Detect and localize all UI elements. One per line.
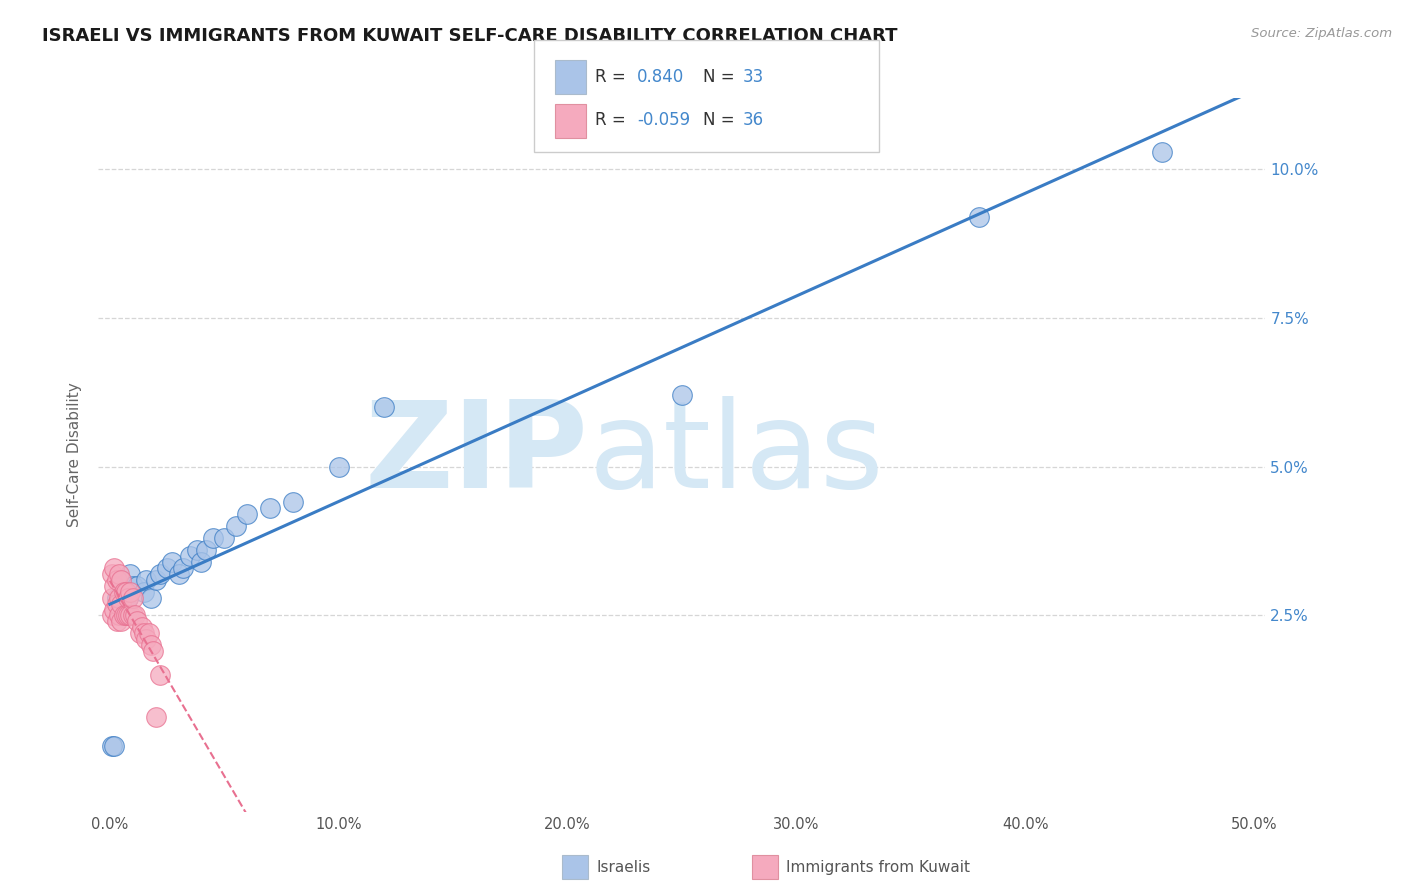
Text: N =: N = (703, 68, 740, 86)
Point (160, 555, 183, 569)
Point (105, 591, 128, 605)
Text: R =: R = (595, 112, 631, 129)
Point (145, 709, 167, 723)
Point (117, 591, 139, 605)
Point (214, 531, 236, 545)
Point (117, 608, 139, 623)
Point (969, 210, 991, 224)
Text: ISRAELI VS IMMIGRANTS FROM KUWAIT SELF-CARE DISABILITY CORRELATION CHART: ISRAELI VS IMMIGRANTS FROM KUWAIT SELF-C… (42, 27, 897, 45)
Point (139, 591, 162, 605)
Point (225, 519, 247, 533)
Text: R =: R = (595, 68, 631, 86)
Point (101, 591, 124, 605)
Point (131, 620, 153, 634)
Point (101, 566, 124, 581)
Point (167, 566, 190, 581)
Point (149, 566, 172, 581)
Point (142, 644, 165, 658)
Point (115, 584, 138, 599)
Point (179, 549, 201, 563)
Point (105, 615, 128, 629)
Text: ZIP: ZIP (364, 396, 589, 514)
Text: 33: 33 (742, 68, 763, 86)
Point (145, 573, 167, 587)
Point (110, 597, 132, 611)
Point (108, 591, 131, 605)
Point (127, 579, 149, 593)
Point (105, 597, 128, 611)
Point (124, 608, 146, 623)
Point (1152, 145, 1174, 159)
Point (103, 739, 125, 754)
Text: Source: ZipAtlas.com: Source: ZipAtlas.com (1251, 27, 1392, 40)
Point (281, 495, 304, 509)
Point (121, 608, 143, 623)
Point (194, 543, 217, 558)
Point (138, 626, 160, 640)
Point (121, 591, 143, 605)
Point (671, 388, 693, 402)
Point (110, 615, 132, 629)
Text: Israelis: Israelis (596, 860, 651, 874)
Point (120, 584, 142, 599)
Point (134, 584, 156, 599)
Point (201, 531, 224, 545)
Y-axis label: Self-Care Disability: Self-Care Disability (67, 383, 83, 527)
Point (112, 584, 135, 599)
Point (190, 555, 212, 569)
Point (101, 739, 124, 754)
Point (103, 602, 125, 616)
Point (105, 573, 128, 587)
Point (139, 638, 162, 652)
Point (259, 501, 281, 516)
Point (236, 508, 259, 522)
Point (128, 626, 150, 640)
Text: Immigrants from Kuwait: Immigrants from Kuwait (786, 860, 970, 874)
Point (117, 591, 139, 605)
Point (135, 573, 157, 587)
Point (112, 608, 135, 623)
Point (134, 626, 156, 640)
Text: atlas: atlas (589, 396, 884, 514)
Text: N =: N = (703, 112, 740, 129)
Text: 0.840: 0.840 (637, 68, 685, 86)
Point (103, 561, 125, 575)
Point (127, 615, 149, 629)
Point (172, 561, 194, 575)
Point (110, 573, 132, 587)
Point (110, 573, 132, 587)
Point (115, 608, 138, 623)
Point (135, 632, 157, 647)
Point (156, 561, 179, 575)
Point (120, 608, 142, 623)
Point (121, 579, 143, 593)
Point (108, 566, 131, 581)
Point (149, 668, 172, 682)
Point (108, 608, 131, 623)
Point (101, 608, 124, 623)
Point (103, 579, 125, 593)
Point (115, 597, 138, 611)
Text: 36: 36 (742, 112, 763, 129)
Point (120, 566, 142, 581)
Point (328, 459, 350, 474)
Point (186, 543, 208, 558)
Text: -0.059: -0.059 (637, 112, 690, 129)
Point (373, 401, 395, 415)
